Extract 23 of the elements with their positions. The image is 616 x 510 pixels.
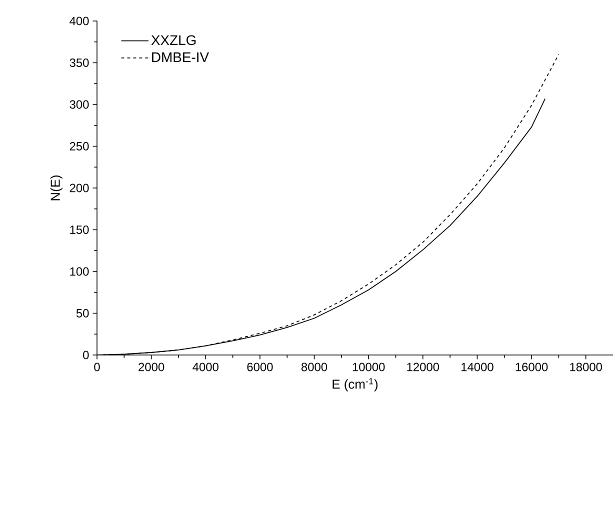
x-tick-label: 16000 <box>516 362 548 372</box>
y-axis-title: N(E) <box>50 175 62 200</box>
x-tick-label: 6000 <box>247 362 273 372</box>
legend-label: XXZLG <box>151 35 196 46</box>
x-tick-label: 8000 <box>301 362 328 372</box>
x-axis-title: E (cm$^{-1}$) <box>332 378 378 392</box>
x-tick-label: 18000 <box>570 362 602 372</box>
y-tick-label: 100 <box>70 267 89 276</box>
x-tick-label: 14000 <box>462 362 494 372</box>
x-tick-label: 4000 <box>192 362 218 372</box>
x-tick-label: 10000 <box>352 362 385 372</box>
y-tick-label: 150 <box>70 226 89 234</box>
y-tick-label: 250 <box>70 142 89 150</box>
y-tick-label: 0 <box>83 350 89 360</box>
y-tick-label: 350 <box>70 58 89 67</box>
x-tick-label: 0 <box>94 362 100 372</box>
y-tick-label: 400 <box>70 16 89 26</box>
x-tick-label: 2000 <box>138 362 164 372</box>
legend-label: DMBE-IV <box>152 52 209 62</box>
y-tick-label: 200 <box>70 184 89 192</box>
y-tick-label: 50 <box>76 309 89 318</box>
y-tick-label: 300 <box>70 100 89 109</box>
x-tick-label: 12000 <box>407 362 440 372</box>
